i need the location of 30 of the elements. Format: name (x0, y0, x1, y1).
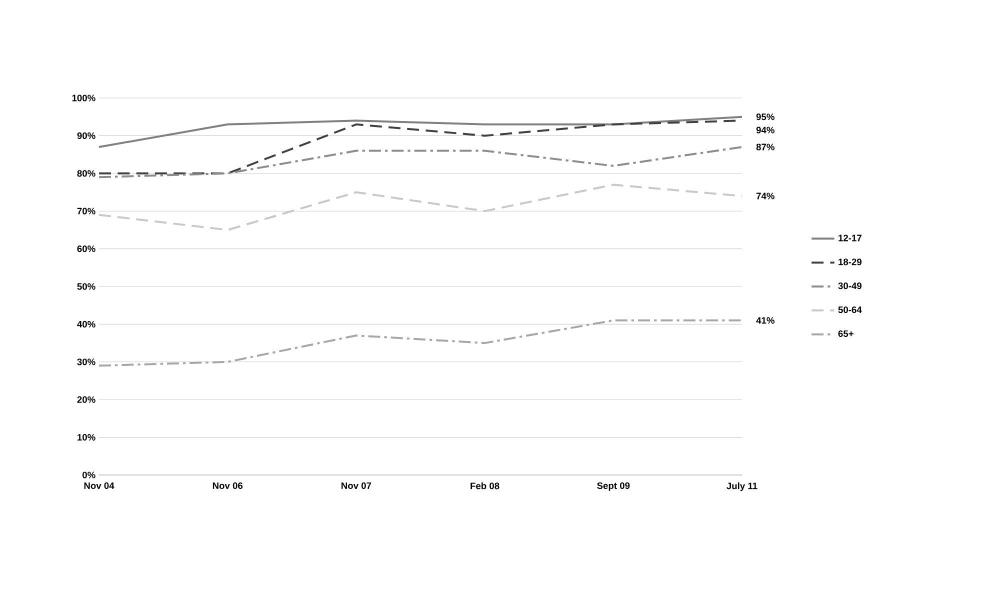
y-tick-label: 50% (77, 283, 96, 290)
y-tick-label: 30% (77, 358, 96, 366)
line-series (98, 146, 744, 178)
legend-label: 50-64 (838, 306, 862, 314)
legend-label: 18-29 (838, 258, 862, 266)
legend-label: 30-49 (838, 282, 862, 290)
y-tick-label: 10% (78, 434, 96, 441)
y-tick-label: 70% (77, 208, 96, 214)
y-tick-label: 20% (77, 396, 96, 403)
x-tick-label: Sept 09 (597, 482, 630, 491)
legend-label: 65+ (838, 330, 854, 337)
data-label: 94% (756, 126, 774, 134)
y-tick-label: 100% (72, 94, 96, 102)
y-tick-label: 90% (77, 132, 96, 139)
y-tick-label: 0% (82, 472, 96, 478)
line-series (98, 319, 744, 367)
line-series (98, 116, 744, 148)
x-tick-label: Feb 08 (470, 482, 500, 490)
y-tick-label: 40% (77, 320, 96, 328)
y-tick-label: 60% (77, 246, 96, 252)
data-label: 74% (756, 192, 774, 200)
y-tick-label: 80% (77, 170, 96, 177)
x-tick-label: July 11 (726, 482, 758, 492)
x-tick-label: Nov 06 (212, 482, 243, 489)
data-label: 87% (756, 144, 774, 150)
data-label: 41% (756, 317, 774, 324)
x-tick-label: Nov 04 (84, 482, 114, 489)
x-tick-label: Nov 07 (342, 482, 372, 489)
legend-label: 12-17 (838, 234, 862, 242)
data-label: 95% (756, 114, 774, 120)
